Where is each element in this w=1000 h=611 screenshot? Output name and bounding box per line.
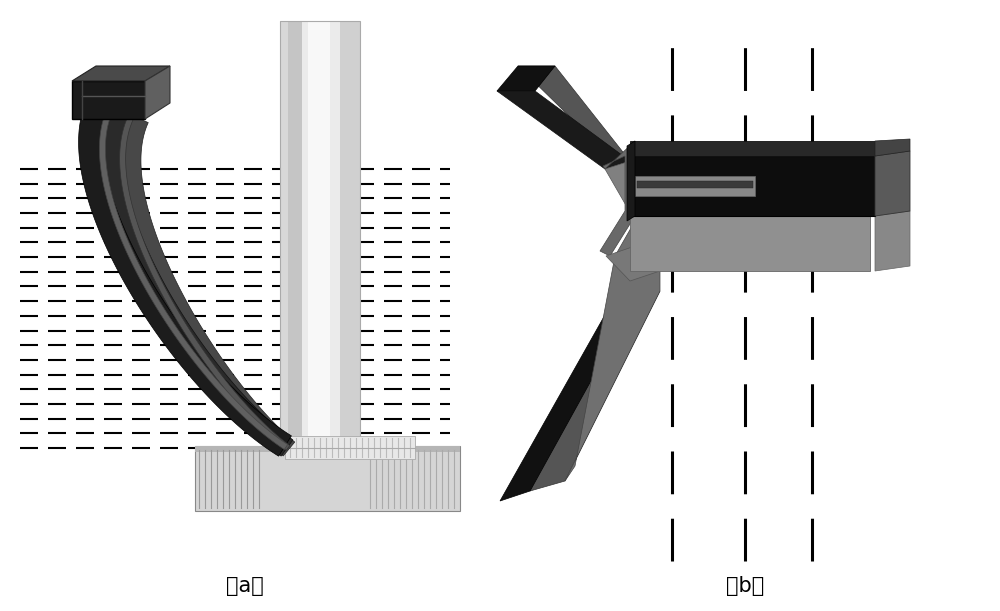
Polygon shape: [500, 301, 635, 501]
Polygon shape: [497, 66, 555, 91]
Polygon shape: [72, 81, 145, 119]
Polygon shape: [875, 211, 910, 271]
Text: （b）: （b）: [726, 576, 764, 596]
Polygon shape: [530, 291, 660, 491]
Polygon shape: [627, 141, 635, 221]
Polygon shape: [99, 104, 288, 450]
Polygon shape: [72, 66, 170, 81]
Polygon shape: [195, 446, 460, 452]
Polygon shape: [630, 141, 875, 156]
Polygon shape: [280, 21, 360, 456]
Polygon shape: [630, 156, 875, 216]
Polygon shape: [120, 114, 290, 450]
Polygon shape: [280, 21, 302, 456]
Polygon shape: [605, 161, 665, 231]
Polygon shape: [145, 66, 170, 119]
Polygon shape: [637, 181, 753, 188]
Polygon shape: [340, 21, 360, 456]
Polygon shape: [630, 216, 870, 271]
Polygon shape: [280, 21, 288, 456]
Polygon shape: [79, 95, 291, 456]
Polygon shape: [630, 196, 870, 216]
Text: （a）: （a）: [226, 576, 264, 596]
Polygon shape: [195, 446, 460, 511]
Polygon shape: [875, 139, 910, 156]
Polygon shape: [518, 66, 630, 161]
Polygon shape: [308, 21, 330, 456]
Polygon shape: [875, 151, 910, 216]
Polygon shape: [635, 176, 755, 196]
Polygon shape: [565, 221, 660, 481]
Polygon shape: [497, 91, 630, 169]
Polygon shape: [600, 141, 635, 256]
Polygon shape: [606, 246, 660, 281]
Polygon shape: [103, 106, 293, 456]
Polygon shape: [285, 436, 415, 459]
Polygon shape: [123, 115, 295, 456]
